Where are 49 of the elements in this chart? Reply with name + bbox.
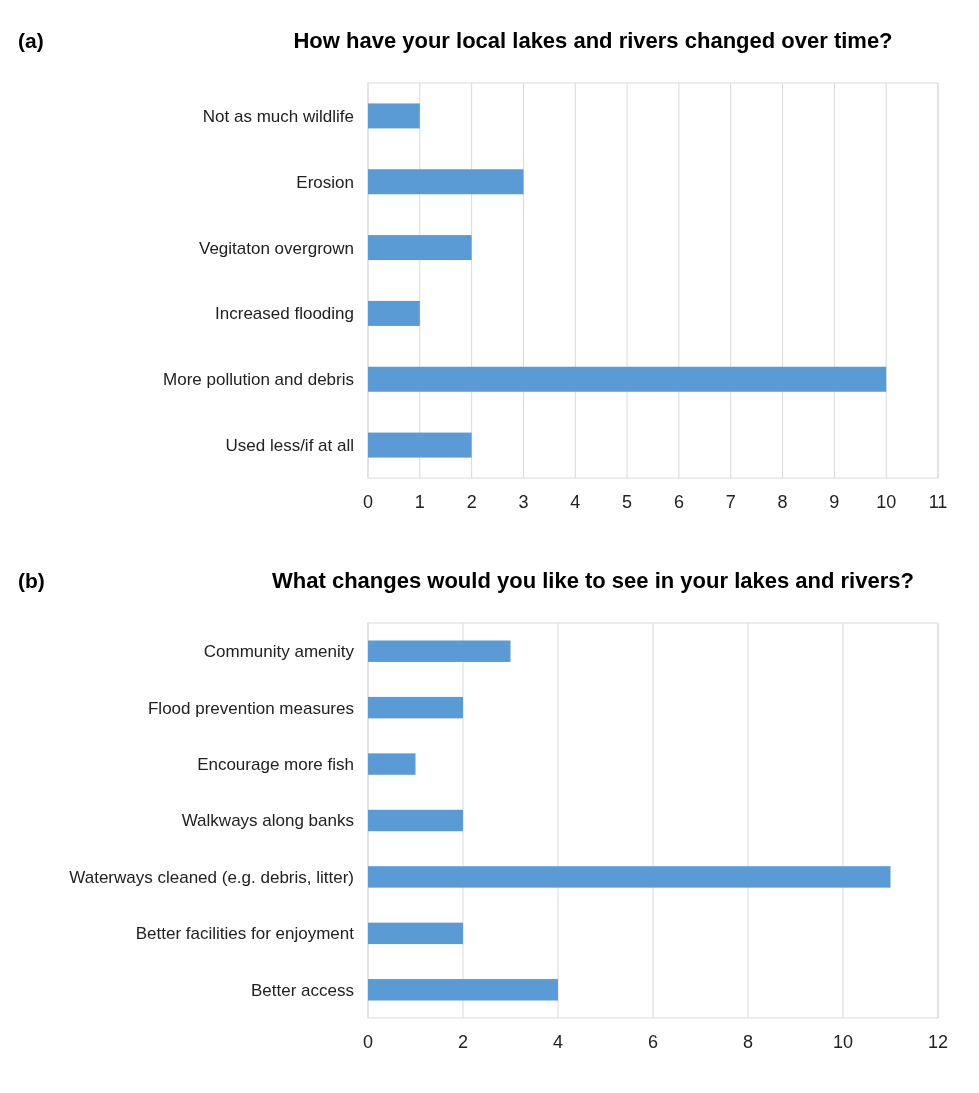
x-tick-label: 8 [742,1032,754,1052]
bar [368,235,472,261]
y-tick-label: More pollution and debris [163,370,354,390]
x-tick-label: 8 [777,492,788,512]
bar [368,640,511,662]
bar [368,696,463,719]
x-tick-label: 11 [928,492,948,512]
y-tick-label: Vegitaton overgrown [199,238,354,258]
y-tick-label: Increased flooding [215,304,354,324]
chart-title: What changes would you like to see in your lakes and rivers? [272,568,914,593]
y-tick-label: Walkways along banks [181,811,354,831]
bar [368,979,558,1001]
bar [368,366,887,392]
y-tick-label: Better facilities for enjoyment [135,924,355,944]
x-tick-label: 10 [876,492,897,512]
bar [368,103,420,129]
x-tick-label: 2 [457,1032,469,1052]
x-tick-label: 4 [570,492,581,512]
bar [368,753,416,775]
text: (b) [18,569,45,592]
bar [368,169,524,195]
x-tick-label: 4 [552,1032,564,1052]
x-tick-label: 10 [832,1032,854,1052]
x-tick-label: 6 [647,1032,659,1052]
y-tick-label: Waterways cleaned (e.g. debris, litter) [69,867,354,887]
x-tick-label: 5 [622,492,633,512]
bar [368,432,472,458]
y-tick-label: Better access [251,980,354,1000]
x-tick-label: 6 [673,492,684,512]
y-tick-label: Encourage more fish [197,755,354,775]
x-tick-label: 12 [927,1032,949,1052]
x-tick-label: 2 [466,492,477,512]
bar [368,809,463,832]
y-tick-label: Flood prevention measures [147,698,354,718]
bar [368,300,420,326]
y-tick-label: Not as much wildlife [202,106,354,126]
y-tick-label: Community amenity [203,642,355,662]
x-tick-label: 0 [362,492,374,512]
y-tick-label: Used less/if at all [225,436,354,456]
text: (a) [18,29,44,52]
bar [368,922,463,945]
bar [368,866,891,888]
chart-title: How have your local lakes and rivers changed over time? [293,28,893,53]
x-tick-label: 9 [829,492,840,512]
x-tick-label: 1 [414,492,425,512]
x-tick-label: 3 [518,492,529,512]
y-tick-label: Erosion [296,172,354,192]
x-tick-label: 0 [362,1032,374,1052]
x-tick-label: 7 [725,492,736,512]
